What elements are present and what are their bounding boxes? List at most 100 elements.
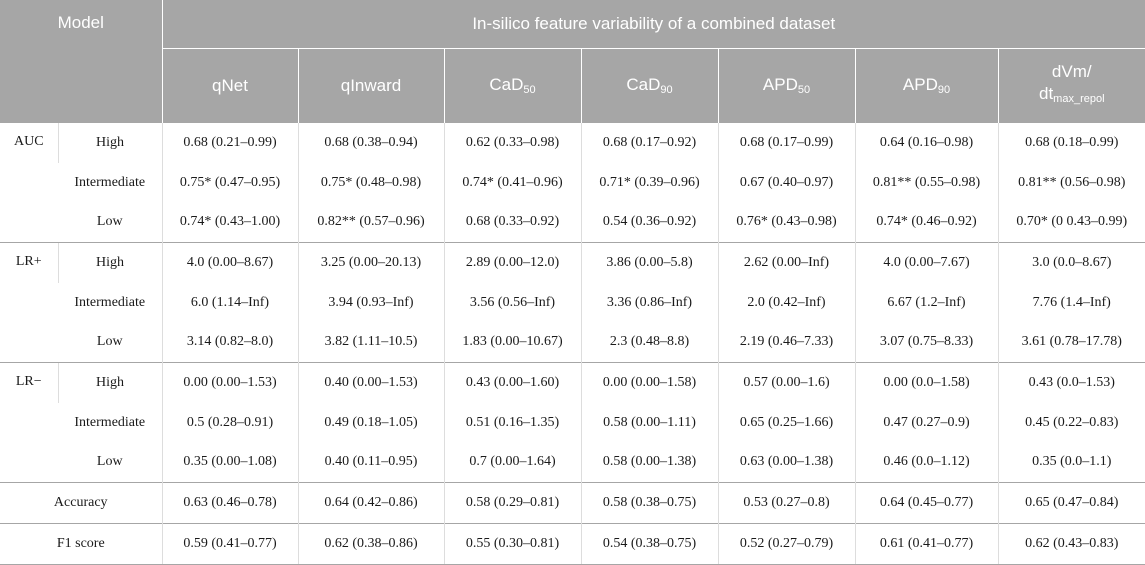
table-row: LR− High 0.00 (0.00–1.53) 0.40 (0.00–1.53) 0… (0, 362, 1145, 483)
col-header-apd90: APD90 (854, 48, 998, 123)
value-cell: 3.56 (0.56–Inf) (443, 282, 581, 323)
value-cell: 0.55 (0.30–0.81) (443, 522, 581, 565)
value-cell: 2.3 (0.48–8.8) (580, 322, 718, 363)
value-cell: 0.68 (0.33–0.92) (443, 202, 581, 243)
value-cell: 0.68 (0.38–0.94) (297, 121, 444, 163)
value-cell: 0.70* (0 0.43–0.99) (997, 202, 1145, 243)
value-cell: 0.62 (0.33–0.98) (443, 121, 581, 163)
value-cell: 0.61 (0.41–0.77) (854, 522, 998, 565)
col-header-qnet: qNet (162, 48, 298, 123)
value-cell: 0.68 (0.21–0.99) (161, 121, 298, 163)
value-cell: 0.51 (0.16–1.35) (443, 402, 581, 443)
table-row: Intermediate 0.75* (0.47–0.95) 0.75* (0.48… (0, 162, 1145, 203)
group-label: AUC (0, 121, 58, 243)
value-cell: 0.00 (0.00–1.53) (161, 362, 298, 403)
table-row: AUC High 0.68 (0.21–0.99) 0.68 (0.38–0.94) 0… (0, 121, 1145, 243)
value-cell: 0.64 (0.16–0.98) (854, 121, 998, 163)
value-cell: 0.65 (0.47–0.84) (997, 482, 1145, 524)
value-cell: 0.00 (0.00–1.58) (580, 362, 718, 403)
value-cell: 0.63 (0.46–0.78) (161, 482, 298, 524)
value-cell: 0.7 (0.00–1.64) (443, 442, 581, 483)
value-cell: 0.46 (0.0–1.12) (854, 442, 998, 483)
value-cell: 0.68 (0.17–0.99) (717, 121, 855, 163)
value-cell: 0.45 (0.22–0.83) (997, 402, 1145, 443)
value-cell: 0.58 (0.00–1.11) (580, 402, 718, 443)
table-row: Low 0.35 (0.00–1.08) 0.40 (0.11–0.95) 0.7 (… (0, 442, 1145, 483)
value-cell: 0.58 (0.38–0.75) (580, 482, 718, 524)
value-cell: 0.58 (0.00–1.38) (580, 442, 718, 483)
group-label: LR− (0, 362, 58, 483)
value-cell: 0.82** (0.57–0.96) (297, 202, 444, 243)
value-cell: 0.74* (0.41–0.96) (443, 162, 581, 203)
value-cell: 3.82 (1.11–10.5) (297, 322, 444, 363)
value-cell: 0.67 (0.40–0.97) (717, 162, 855, 203)
row-label: High (57, 242, 162, 283)
value-cell: 2.19 (0.46–7.33) (717, 322, 855, 363)
value-cell: 3.94 (0.93–Inf) (297, 282, 444, 323)
value-cell: 0.75* (0.47–0.95) (161, 162, 298, 203)
col-header-cad90: CaD90 (580, 48, 718, 123)
table-body: AUC High 0.68 (0.21–0.99) 0.68 (0.38–0.94) 0… (0, 121, 1145, 565)
summary-label: Accuracy (0, 482, 162, 524)
row-label: Intermediate (74, 294, 146, 310)
value-cell: 0.40 (0.00–1.53) (297, 362, 444, 403)
table-row: LR+ High 4.0 (0.00–8.67) 3.25 (0.00–20.13) 2… (0, 242, 1145, 363)
table-row: Intermediate 0.5 (0.28–0.91) 0.49 (0.18–1.… (0, 402, 1145, 443)
value-cell: 0.71* (0.39–0.96) (580, 162, 718, 203)
value-cell: 0.43 (0.00–1.60) (443, 362, 581, 403)
value-cell: 4.0 (0.00–8.67) (161, 242, 298, 283)
value-cell: 0.43 (0.0–1.53) (997, 362, 1145, 403)
value-cell: 3.07 (0.75–8.33) (854, 322, 998, 363)
value-cell: 3.0 (0.0–8.67) (997, 242, 1145, 283)
row-label: High (57, 121, 162, 163)
table-row: Intermediate 6.0 (1.14–Inf) 3.94 (0.93–Inf… (0, 282, 1145, 323)
value-cell: 0.49 (0.18–1.05) (297, 402, 444, 443)
value-cell: 0.81** (0.55–0.98) (854, 162, 998, 203)
value-cell: 6.67 (1.2–Inf) (854, 282, 998, 323)
value-cell: 0.00 (0.0–1.58) (854, 362, 998, 403)
col-header-dvm-dt: dVm/dtmax_repol (997, 48, 1145, 123)
value-cell: 0.74* (0.46–0.92) (854, 202, 998, 243)
value-cell: 0.64 (0.42–0.86) (297, 482, 444, 524)
value-cell: 0.75* (0.48–0.98) (297, 162, 444, 203)
value-cell: 0.5 (0.28–0.91) (161, 402, 298, 443)
table-row: F1 score 0.59 (0.41–0.77) 0.62 (0.38–0.86)… (0, 522, 1145, 565)
row-label: Low (96, 214, 123, 230)
table-row: Low 3.14 (0.82–8.0) 3.82 (1.11–10.5) 1.83 (… (0, 322, 1145, 363)
col-header-cad50: CaD50 (443, 48, 581, 123)
value-cell: 0.40 (0.11–0.95) (297, 442, 444, 483)
value-cell: 4.0 (0.00–7.67) (854, 242, 998, 283)
value-cell: 3.25 (0.00–20.13) (297, 242, 444, 283)
col-header-apd50: APD50 (717, 48, 855, 123)
table-row: Accuracy 0.63 (0.46–0.78) 0.64 (0.42–0.86)… (0, 482, 1145, 524)
value-cell: 0.57 (0.00–1.6) (717, 362, 855, 403)
value-cell: 0.58 (0.29–0.81) (443, 482, 581, 524)
value-cell: 3.14 (0.82–8.0) (161, 322, 298, 363)
value-cell: 1.83 (0.00–10.67) (443, 322, 581, 363)
value-cell: 0.53 (0.27–0.8) (717, 482, 855, 524)
value-cell: 3.36 (0.86–Inf) (580, 282, 718, 323)
value-cell: 0.64 (0.45–0.77) (854, 482, 998, 524)
value-cell: 0.68 (0.18–0.99) (997, 121, 1145, 163)
value-cell: 0.54 (0.36–0.92) (580, 202, 718, 243)
group-label: LR+ (0, 242, 58, 363)
value-cell: 0.62 (0.43–0.83) (997, 522, 1145, 565)
row-label: High (57, 362, 162, 403)
value-cell: 7.76 (1.4–Inf) (997, 282, 1145, 323)
value-cell: 0.62 (0.38–0.86) (297, 522, 444, 565)
row-label: Intermediate (74, 414, 146, 430)
value-cell: 0.68 (0.17–0.92) (580, 121, 718, 163)
value-cell: 0.59 (0.41–0.77) (161, 522, 298, 565)
value-cell: 0.63 (0.00–1.38) (717, 442, 855, 483)
value-cell: 0.52 (0.27–0.79) (717, 522, 855, 565)
col-header-qinward: qInward (297, 48, 444, 123)
row-label: Low (96, 454, 123, 470)
row-label: Low (96, 334, 123, 350)
value-cell: 0.74* (0.43–1.00) (161, 202, 298, 243)
value-cell: 0.35 (0.0–1.1) (997, 442, 1145, 483)
summary-label: F1 score (0, 522, 162, 565)
value-cell: 0.54 (0.38–0.75) (580, 522, 718, 565)
row-label: Intermediate (74, 174, 146, 190)
model-header: Model (0, 0, 163, 123)
